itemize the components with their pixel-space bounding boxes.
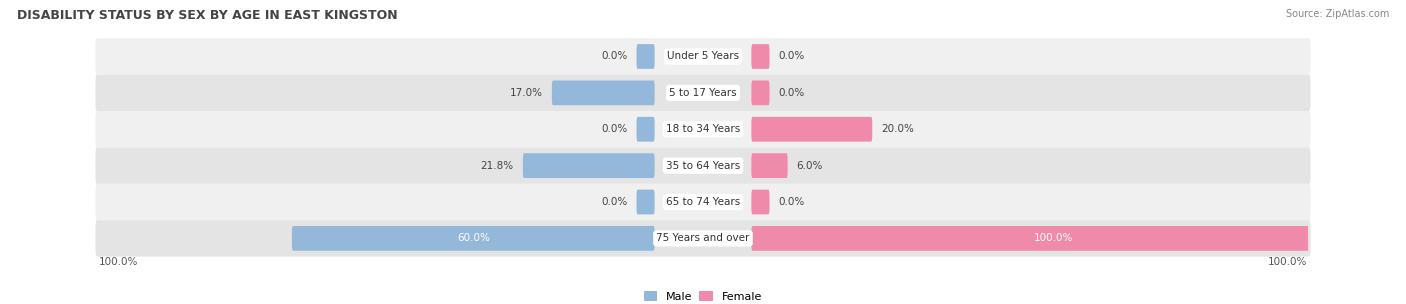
Text: 18 to 34 Years: 18 to 34 Years	[666, 124, 740, 134]
FancyBboxPatch shape	[96, 111, 1310, 147]
FancyBboxPatch shape	[637, 190, 655, 214]
Text: 60.0%: 60.0%	[457, 233, 489, 244]
Text: DISABILITY STATUS BY SEX BY AGE IN EAST KINGSTON: DISABILITY STATUS BY SEX BY AGE IN EAST …	[17, 9, 398, 22]
Text: 0.0%: 0.0%	[779, 197, 804, 207]
Text: 100.0%: 100.0%	[1268, 257, 1308, 267]
Text: 20.0%: 20.0%	[882, 124, 914, 134]
Text: 5 to 17 Years: 5 to 17 Years	[669, 88, 737, 98]
Text: 0.0%: 0.0%	[779, 88, 804, 98]
Text: 100.0%: 100.0%	[1033, 233, 1073, 244]
FancyBboxPatch shape	[96, 184, 1310, 220]
FancyBboxPatch shape	[751, 226, 1355, 251]
Text: Source: ZipAtlas.com: Source: ZipAtlas.com	[1285, 9, 1389, 19]
Text: 0.0%: 0.0%	[602, 197, 627, 207]
Text: 17.0%: 17.0%	[510, 88, 543, 98]
FancyBboxPatch shape	[637, 44, 655, 69]
Text: 6.0%: 6.0%	[797, 161, 823, 171]
FancyBboxPatch shape	[637, 117, 655, 142]
Text: 21.8%: 21.8%	[481, 161, 513, 171]
FancyBboxPatch shape	[751, 44, 769, 69]
Text: 0.0%: 0.0%	[779, 51, 804, 61]
FancyBboxPatch shape	[751, 153, 787, 178]
FancyBboxPatch shape	[96, 38, 1310, 75]
FancyBboxPatch shape	[551, 81, 655, 105]
Text: 35 to 64 Years: 35 to 64 Years	[666, 161, 740, 171]
FancyBboxPatch shape	[751, 81, 769, 105]
Text: 0.0%: 0.0%	[602, 124, 627, 134]
Text: 100.0%: 100.0%	[98, 257, 138, 267]
FancyBboxPatch shape	[292, 226, 655, 251]
Text: 0.0%: 0.0%	[602, 51, 627, 61]
FancyBboxPatch shape	[751, 117, 872, 142]
Text: 65 to 74 Years: 65 to 74 Years	[666, 197, 740, 207]
FancyBboxPatch shape	[96, 147, 1310, 184]
Legend: Male, Female: Male, Female	[644, 291, 762, 302]
FancyBboxPatch shape	[96, 75, 1310, 111]
FancyBboxPatch shape	[751, 190, 769, 214]
Text: Under 5 Years: Under 5 Years	[666, 51, 740, 61]
FancyBboxPatch shape	[96, 220, 1310, 257]
FancyBboxPatch shape	[523, 153, 655, 178]
Text: 75 Years and over: 75 Years and over	[657, 233, 749, 244]
